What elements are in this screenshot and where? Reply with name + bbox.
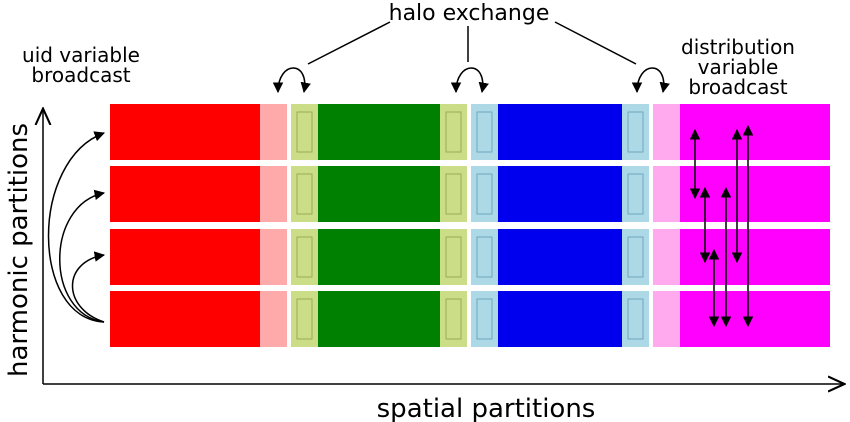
green-halo-left <box>291 166 318 222</box>
blue-halo-left <box>471 291 498 347</box>
magenta-halo-block <box>653 291 680 347</box>
red-halo-block <box>260 229 287 285</box>
distribution-label-line2: variable <box>698 55 779 79</box>
blue-main-block <box>498 229 622 285</box>
green-main-block <box>318 229 440 285</box>
x-axis-label: spatial partitions <box>377 394 596 422</box>
harmonic-row <box>110 229 830 285</box>
blue-main-block <box>498 166 622 222</box>
blue-halo-left <box>471 229 498 285</box>
magenta-halo-block <box>653 104 680 160</box>
red-halo-block <box>260 166 287 222</box>
blue-halo-left <box>471 166 498 222</box>
distribution-broadcast-arrows <box>689 124 754 328</box>
red-main-block <box>110 166 260 222</box>
red-main-block <box>110 229 260 285</box>
red-halo-block <box>260 104 287 160</box>
green-halo-right <box>440 166 467 222</box>
halo-exchange-label: halo exchange <box>389 1 550 26</box>
magenta-main-block <box>680 104 830 160</box>
blue-halo-right <box>622 166 649 222</box>
harmonic-row <box>110 291 830 347</box>
blue-halo-right <box>622 104 649 160</box>
halo-exchange-pointers <box>307 21 637 65</box>
blue-main-block <box>498 291 622 347</box>
green-main-block <box>318 104 440 160</box>
blue-main-block <box>498 104 622 160</box>
green-halo-left <box>291 291 318 347</box>
distribution-label-line3: broadcast <box>688 75 787 99</box>
uid-broadcast-arrows <box>47 131 106 323</box>
partition-grid <box>110 104 830 347</box>
green-halo-right <box>440 291 467 347</box>
red-main-block <box>110 104 260 160</box>
green-main-block <box>318 291 440 347</box>
halo-exchange-arrows <box>272 67 670 94</box>
red-halo-block <box>260 291 287 347</box>
red-main-block <box>110 291 260 347</box>
green-halo-right <box>440 104 467 160</box>
green-main-block <box>318 166 440 222</box>
harmonic-row <box>110 166 830 222</box>
magenta-main-block <box>680 229 830 285</box>
magenta-main-block <box>680 166 830 222</box>
blue-halo-left <box>471 104 498 160</box>
green-halo-left <box>291 229 318 285</box>
magenta-halo-block <box>653 166 680 222</box>
blue-halo-right <box>622 229 649 285</box>
harmonic-row <box>110 104 830 160</box>
distribution-label-line1: distribution <box>681 35 795 59</box>
uid-broadcast-label-line1: uid variable <box>22 43 140 67</box>
blue-halo-right <box>622 291 649 347</box>
green-halo-left <box>291 104 318 160</box>
magenta-halo-block <box>653 229 680 285</box>
green-halo-right <box>440 229 467 285</box>
uid-broadcast-label-line2: broadcast <box>31 63 130 87</box>
y-axis-label: harmonic partitions <box>4 123 34 377</box>
magenta-main-block <box>680 291 830 347</box>
halo-outlines <box>296 111 644 340</box>
